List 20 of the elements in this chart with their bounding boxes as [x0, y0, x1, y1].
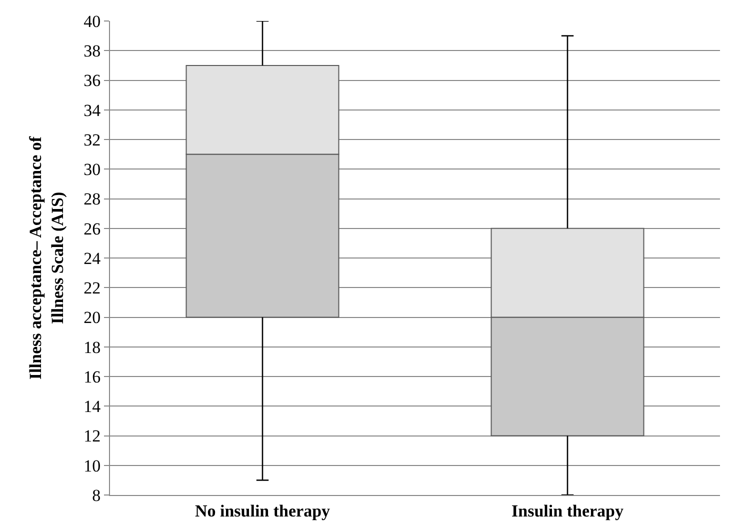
y-tick-label: 14: [84, 397, 102, 416]
y-axis-title: Illness acceptance– Acceptance of Illness Scale (AIS): [26, 136, 68, 380]
x-tick-label: Insulin therapy: [512, 501, 624, 520]
y-tick-label: 12: [84, 426, 101, 446]
y-tick-label: 16: [84, 367, 101, 386]
y-tick-label: 18: [84, 338, 101, 357]
y-tick-label: 26: [84, 219, 101, 238]
y-tick-label: 38: [84, 42, 101, 61]
y-tick-label: 22: [84, 278, 101, 298]
y-tick-label: 32: [84, 130, 101, 150]
y-tick-label: 24: [84, 248, 102, 268]
y-tick-label: 40: [84, 12, 101, 31]
y-tick-label: 8: [92, 486, 101, 505]
y-tick-label: 36: [84, 71, 101, 90]
y-tick-label: 30: [84, 160, 101, 180]
x-tick-label: No insulin therapy: [194, 501, 331, 520]
y-tick-label: 20: [84, 308, 101, 328]
y-tick-label: 28: [84, 190, 101, 209]
y-tick-label: 10: [84, 456, 101, 476]
y-tick-label: 34: [84, 100, 102, 120]
